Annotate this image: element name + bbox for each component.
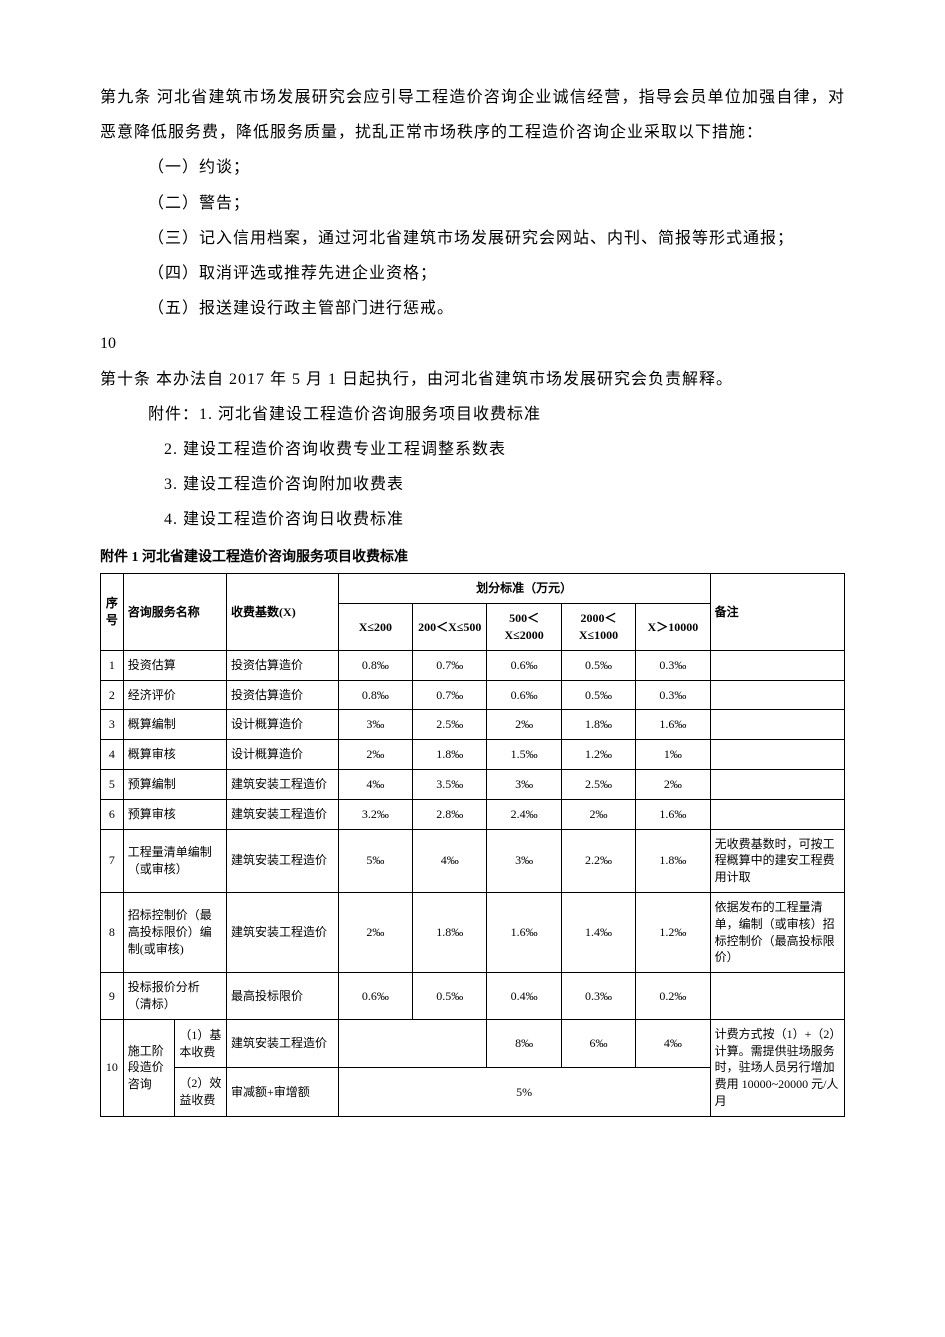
table-row: 3 概算编制 设计概算造价 3‰ 2.5‰ 2‰ 1.8‰ 1.6‰ xyxy=(101,710,845,740)
table-row: 5 预算编制 建筑安装工程造价 4‰ 3.5‰ 3‰ 2.5‰ 2‰ xyxy=(101,770,845,800)
table-row: 4 概算审核 设计概算造价 2‰ 1.8‰ 1.5‰ 1.2‰ 1‰ xyxy=(101,740,845,770)
table-row: 7 工程量清单编制（或审核） 建筑安装工程造价 5‰ 4‰ 3‰ 2.2‰ 1.… xyxy=(101,829,845,892)
th-tier-3: 500＜X≤2000 xyxy=(487,604,561,651)
th-tier-2: 200＜X≤500 xyxy=(413,604,487,651)
article-10-lead: 第十条 本办法自 2017 年 5 月 1 日起执行，由河北省建筑市场发展研究会… xyxy=(100,362,845,397)
article-9-item-3-disp: （三）记入信用档案，通过河北省建筑市场发展研究会网站、内刊、简报等形式通报； xyxy=(100,221,845,256)
article-9-lead: 第九条 河北省建筑市场发展研究会应引导工程造价咨询企业诚信经营，指导会员单位加强… xyxy=(100,80,845,150)
article-9-item-5: （五）报送建设行政主管部门进行惩戒。 xyxy=(100,291,845,326)
table-body: 1 投资估算 投资估算造价 0.8‰ 0.7‰ 0.6‰ 0.5‰ 0.3‰ 2… xyxy=(101,650,845,1116)
table-title: 附件 1 河北省建设工程造价咨询服务项目收费标准 xyxy=(100,547,845,568)
article-10-attach-2: 2. 建设工程造价咨询收费专业工程调整系数表 xyxy=(100,432,845,467)
article-9-item-1: （一）约谈； xyxy=(100,150,845,185)
fee-standard-table: 序号 咨询服务名称 收费基数(X) 划分标准（万元） 备注 X≤200 200＜… xyxy=(100,573,845,1116)
table-row: 2 经济评价 投资估算造价 0.8‰ 0.7‰ 0.6‰ 0.5‰ 0.3‰ xyxy=(101,680,845,710)
th-tier-1: X≤200 xyxy=(338,604,412,651)
th-name: 咨询服务名称 xyxy=(123,574,226,650)
th-tier-4: 2000＜X≤1000 xyxy=(561,604,635,651)
article-10-attach-label: 附件：1. 河北省建设工程造价咨询服务项目收费标准 xyxy=(100,397,845,432)
th-remark: 备注 xyxy=(710,574,844,650)
article-9-item-2: （二）警告； xyxy=(100,186,845,221)
article-9-item-4: （四）取消评选或推荐先进企业资格； xyxy=(100,256,845,291)
article-10-attach-3: 3. 建设工程造价咨询附加收费表 xyxy=(100,467,845,502)
th-basis: 收费基数(X) xyxy=(227,574,339,650)
th-tier-5: X＞10000 xyxy=(636,604,710,651)
table-row: 8 招标控制价（最高投标限价）编制(或审核) 建筑安装工程造价 2‰ 1.8‰ … xyxy=(101,893,845,973)
page-number-marker: 10 xyxy=(100,326,845,361)
th-seq: 序号 xyxy=(101,574,124,650)
th-tier-group: 划分标准（万元） xyxy=(338,574,710,604)
table-row: 1 投资估算 投资估算造价 0.8‰ 0.7‰ 0.6‰ 0.5‰ 0.3‰ xyxy=(101,650,845,680)
table-row-10a: 10 施工阶段造价咨询 （1）基本收费 建筑安装工程造价 8‰ 6‰ 4‰ 计费… xyxy=(101,1019,845,1067)
article-10-attach-4: 4. 建设工程造价咨询日收费标准 xyxy=(100,502,845,537)
table-row: 9 投标报价分析（清标） 最高投标限价 0.6‰ 0.5‰ 0.4‰ 0.3‰ … xyxy=(101,973,845,1020)
table-row: 6 预算审核 建筑安装工程造价 3.2‰ 2.8‰ 2.4‰ 2‰ 1.6‰ xyxy=(101,799,845,829)
